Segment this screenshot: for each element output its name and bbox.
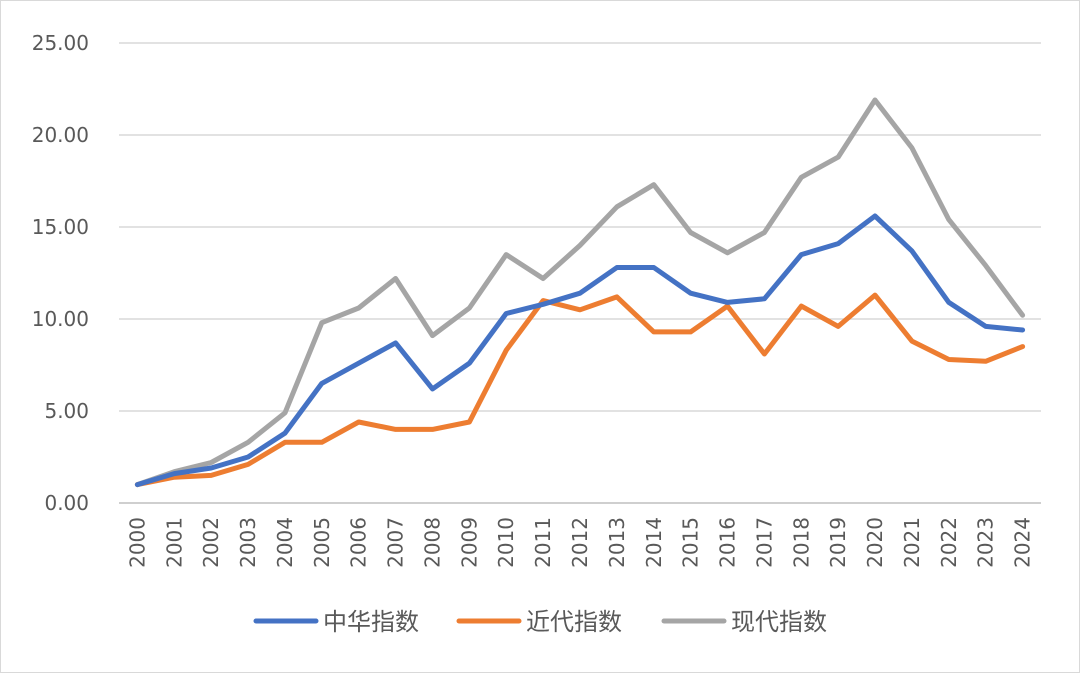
legend-label: 近代指数 — [526, 608, 622, 636]
x-tick-label: 2018 — [789, 517, 813, 568]
x-tick-label: 2012 — [568, 517, 592, 568]
y-tick-label: 20.00 — [32, 123, 89, 147]
x-tick-label: 2017 — [752, 517, 776, 568]
x-tick-label: 2000 — [125, 517, 149, 568]
y-axis-ticks: 0.00 5.00 10.00 15.00 20.00 25.00 — [32, 31, 89, 515]
x-tick-label: 2004 — [273, 517, 297, 568]
x-tick-label: 2019 — [826, 517, 850, 568]
x-axis-ticks: 2000 2001 2002 2003 2004 2005 2006 2007 2008 2009… — [125, 517, 1034, 568]
series-lines — [137, 100, 1022, 485]
y-tick-label: 5.00 — [44, 399, 89, 423]
x-tick-label: 2023 — [974, 517, 998, 568]
legend-label: 现代指数 — [731, 608, 827, 636]
x-tick-label: 2016 — [716, 517, 740, 568]
x-tick-label: 2009 — [457, 517, 481, 568]
y-tick-label: 15.00 — [32, 215, 89, 239]
x-tick-label: 2003 — [236, 517, 260, 568]
x-tick-label: 2011 — [531, 517, 555, 568]
series-line-0 — [137, 216, 1022, 485]
x-tick-label: 2007 — [384, 517, 408, 568]
x-tick-label: 2010 — [494, 517, 518, 568]
legend: 中华指数 近代指数 现代指数 — [256, 608, 827, 636]
x-tick-label: 2024 — [1011, 517, 1035, 568]
x-tick-label: 2002 — [199, 517, 223, 568]
x-tick-label: 2006 — [347, 517, 371, 568]
x-tick-label: 2020 — [863, 517, 887, 568]
x-tick-label: 2021 — [900, 517, 924, 568]
x-tick-label: 2022 — [937, 517, 961, 568]
y-tick-label: 25.00 — [32, 31, 89, 55]
legend-label: 中华指数 — [323, 608, 419, 636]
series-line-1 — [137, 295, 1022, 485]
y-tick-label: 10.00 — [32, 307, 89, 331]
x-tick-label: 2013 — [605, 517, 629, 568]
x-tick-label: 2015 — [679, 517, 703, 568]
x-tick-label: 2001 — [162, 517, 186, 568]
x-tick-label: 2014 — [642, 517, 666, 568]
x-tick-label: 2005 — [310, 517, 334, 568]
x-tick-label: 2008 — [420, 517, 444, 568]
y-tick-label: 0.00 — [44, 491, 89, 515]
